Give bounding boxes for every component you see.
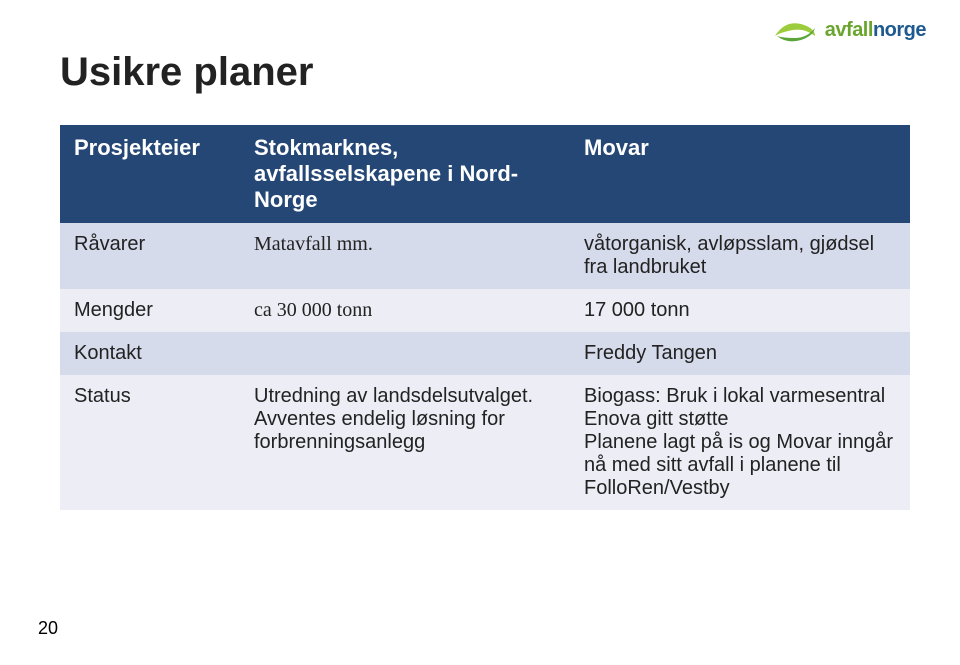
row-label: Status [60, 375, 240, 510]
page-number: 20 [38, 618, 58, 639]
row-label: Mengder [60, 289, 240, 332]
table-row: Kontakt Freddy Tangen [60, 332, 910, 375]
row-cell-b: Biogass: Bruk i lokal varmesentralEnova … [570, 375, 910, 510]
logo-text: avfallnorge [825, 19, 926, 42]
row-cell-a: Matavfall mm. [240, 223, 570, 289]
table-header-row: Prosjekteier Stokmarknes, avfallsselskap… [60, 125, 910, 223]
row-cell-a: ca 30 000 tonn [240, 289, 570, 332]
header-label: Prosjekteier [60, 125, 240, 223]
header-col-b: Movar [570, 125, 910, 223]
brand-logo: avfallnorge [771, 16, 926, 44]
project-table: Prosjekteier Stokmarknes, avfallsselskap… [60, 125, 910, 510]
row-cell-b: våtorganisk, avløpsslam, gjødsel fra lan… [570, 223, 910, 289]
header-col-a: Stokmarknes, avfallsselskapene i Nord-No… [240, 125, 570, 223]
row-cell-a [240, 332, 570, 375]
table-row: Mengderca 30 000 tonn 17 000 tonn [60, 289, 910, 332]
logo-text-part1: avfall [825, 19, 873, 41]
row-cell-a: Utredning av landsdelsutvalget. Avventes… [240, 375, 570, 510]
table-row: StatusUtredning av landsdelsutvalget. Av… [60, 375, 910, 510]
logo-swoosh-icon [771, 16, 819, 44]
slide: avfallnorge Usikre planer Prosjekteier S… [0, 0, 960, 665]
logo-text-part2: norge [873, 19, 926, 41]
row-cell-b: Freddy Tangen [570, 332, 910, 375]
row-label: Kontakt [60, 332, 240, 375]
row-label: Råvarer [60, 223, 240, 289]
table-body: RåvarerMatavfall mm.våtorganisk, avløpss… [60, 223, 910, 510]
table-row: RåvarerMatavfall mm.våtorganisk, avløpss… [60, 223, 910, 289]
row-cell-b: 17 000 tonn [570, 289, 910, 332]
page-title: Usikre planer [60, 50, 910, 95]
